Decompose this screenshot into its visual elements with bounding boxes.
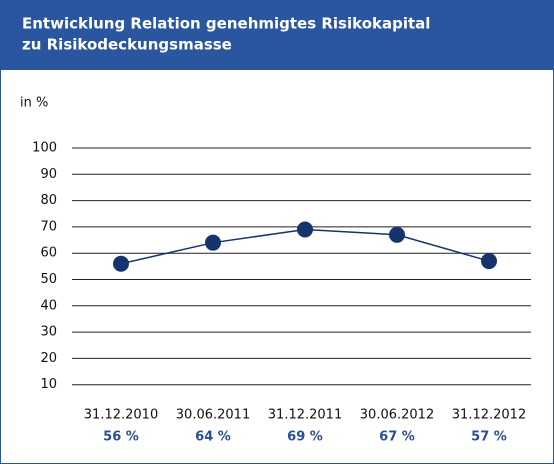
value-label: 67 % <box>379 430 415 445</box>
marker <box>481 253 497 270</box>
y-tick-label: 10 <box>40 377 57 392</box>
x-tick-label: 31.12.2011 <box>268 408 342 423</box>
chart-title: zu Risikodeckungsmasse <box>22 36 232 54</box>
y-tick-label: 60 <box>40 246 57 261</box>
x-tick-label: 31.12.2010 <box>84 408 158 423</box>
value-label: 56 % <box>103 430 139 445</box>
y-tick-label: 80 <box>40 193 57 208</box>
x-tick-label: 30.06.2011 <box>176 408 250 423</box>
y-tick-label: 100 <box>32 141 57 156</box>
value-label: 69 % <box>287 430 323 445</box>
marker <box>297 221 313 238</box>
chart-title: Entwicklung Relation genehmigtes Risikok… <box>22 15 430 33</box>
x-tick-label: 30.06.2012 <box>360 408 434 423</box>
y-tick-label: 40 <box>40 298 57 313</box>
marker <box>113 255 129 272</box>
value-label: 57 % <box>471 430 507 445</box>
y-tick-label: 50 <box>40 272 57 287</box>
marker <box>205 234 221 251</box>
y-tick-label: 30 <box>40 325 57 340</box>
x-tick-label: 31.12.2012 <box>452 408 526 423</box>
y-tick-label: 20 <box>40 351 57 366</box>
y-tick-label: 90 <box>40 167 57 182</box>
y-tick-label: 70 <box>40 219 57 234</box>
header <box>0 0 554 70</box>
marker <box>389 226 405 243</box>
value-label: 64 % <box>195 430 231 445</box>
y-axis-label: in % <box>20 96 48 111</box>
